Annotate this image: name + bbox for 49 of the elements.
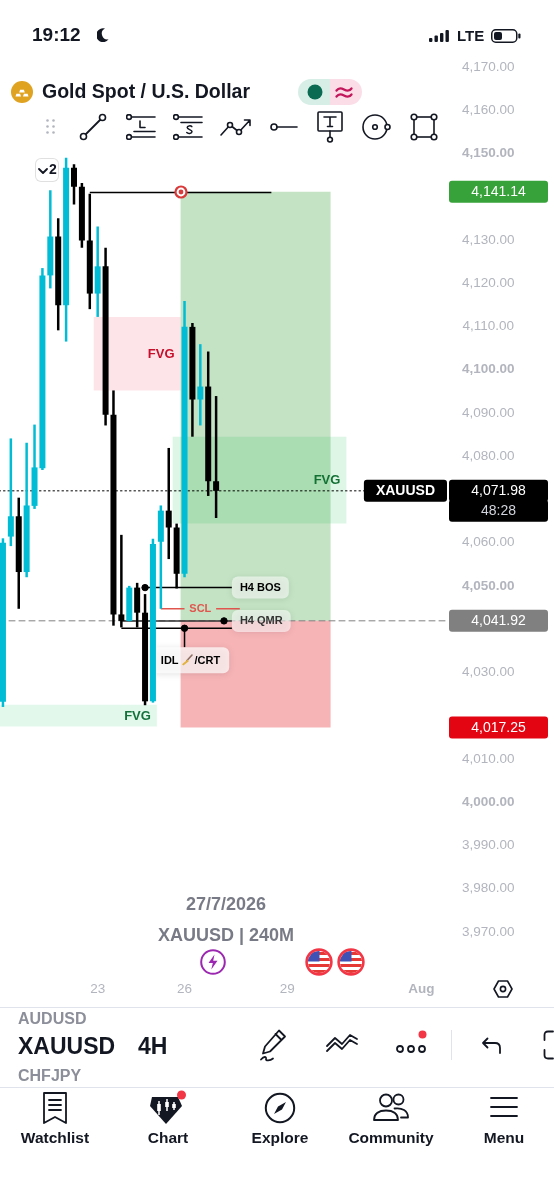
text: 4,141.14 [471,183,526,200]
x-tick-label: 29 [279,980,295,996]
text: IDL /CRT [160,653,221,666]
annotation: XAUUSD | 240M [157,925,295,947]
y-tick-label: 4,060.00 [461,534,515,550]
text: CHFJPY [18,1066,82,1086]
annotation: 2 [49,161,57,178]
ref-line-label: 4,071.98 [471,482,526,499]
annotation: 27/7/2026 [185,894,267,916]
ref-line-label: 4,041.92 [471,612,526,629]
text: Explore [251,1129,309,1148]
y-tick-label: 4,010.00 [461,750,515,766]
y-tick-label: 4,130.00 [461,231,515,247]
y-tick-label: 4,080.00 [461,447,515,463]
y-tick-label: 3,970.00 [461,923,515,939]
x-tick-label: 23 [90,980,106,996]
text: Gold Spot / U.S. Dollar [42,80,251,104]
y-tick-label: 3,990.00 [461,837,515,853]
x-tick-label: 26 [177,980,193,996]
text: XAUUSD [18,1033,116,1061]
x-tick-label: Aug [408,980,435,996]
y-tick-label: 4,160.00 [461,101,515,117]
y-tick-label: 4,050.00 [461,577,515,593]
text: Chart [147,1129,189,1148]
band-label: FVG [124,707,151,723]
y-tick-label: 4,100.00 [461,361,515,377]
band-label: FVG [313,472,341,488]
text: Menu [483,1129,525,1148]
annotation: XAUUSD [375,482,435,499]
text: Watchlist [20,1129,90,1148]
y-tick-label: 4,030.00 [461,664,515,680]
y-tick-label: 4,110.00 [462,318,515,334]
text: AUDUSD [18,1009,87,1029]
series-label: SCL [189,602,212,615]
text: LTE [457,27,485,45]
text: 48:28 [480,502,517,519]
y-tick-label: 3,980.00 [461,880,515,896]
series-label: H4 BOS [239,581,281,594]
y-tick-label: 4,120.00 [461,274,515,290]
y-tick-label: 4,170.00 [461,58,515,74]
y-tick-label: 4,150.00 [461,145,515,161]
text: 19:12 [32,24,81,47]
band-label: FVG [147,345,175,361]
text: 4H [138,1033,168,1061]
series-label: H4 QMR [239,614,283,627]
y-tick-label: 4,000.00 [461,793,515,809]
y-tick-label: 4,090.00 [461,404,515,420]
text: 4,017.25 [471,718,526,735]
text: Community [348,1129,434,1148]
